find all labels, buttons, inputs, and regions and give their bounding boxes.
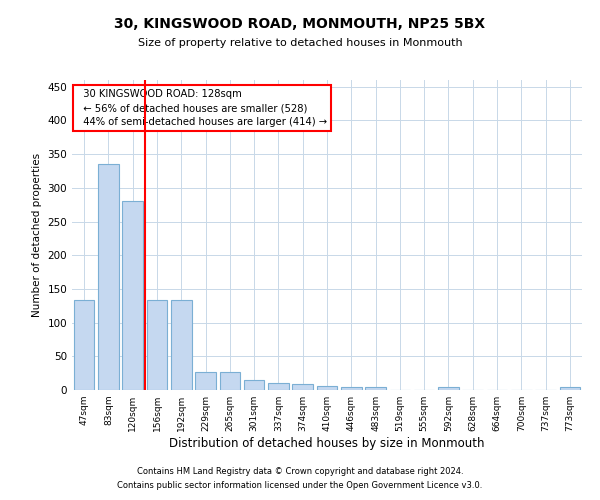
Text: 30 KINGSWOOD ROAD: 128sqm
  ← 56% of detached houses are smaller (528)
  44% of : 30 KINGSWOOD ROAD: 128sqm ← 56% of detac… — [77, 90, 327, 128]
Bar — [74, 300, 94, 390]
Y-axis label: Number of detached properties: Number of detached properties — [32, 153, 42, 317]
Bar — [268, 382, 289, 390]
Bar — [317, 386, 337, 390]
Bar — [220, 372, 240, 390]
Bar — [171, 300, 191, 390]
Text: Contains public sector information licensed under the Open Government Licence v3: Contains public sector information licen… — [118, 481, 482, 490]
Bar — [98, 164, 119, 390]
X-axis label: Distribution of detached houses by size in Monmouth: Distribution of detached houses by size … — [169, 437, 485, 450]
Bar — [122, 202, 143, 390]
Bar — [560, 388, 580, 390]
Bar — [146, 300, 167, 390]
Bar — [195, 372, 216, 390]
Text: Size of property relative to detached houses in Monmouth: Size of property relative to detached ho… — [137, 38, 463, 48]
Bar — [365, 386, 386, 390]
Bar — [292, 384, 313, 390]
Bar — [438, 388, 459, 390]
Text: 30, KINGSWOOD ROAD, MONMOUTH, NP25 5BX: 30, KINGSWOOD ROAD, MONMOUTH, NP25 5BX — [115, 18, 485, 32]
Bar — [244, 380, 265, 390]
Text: Contains HM Land Registry data © Crown copyright and database right 2024.: Contains HM Land Registry data © Crown c… — [137, 467, 463, 476]
Bar — [341, 386, 362, 390]
